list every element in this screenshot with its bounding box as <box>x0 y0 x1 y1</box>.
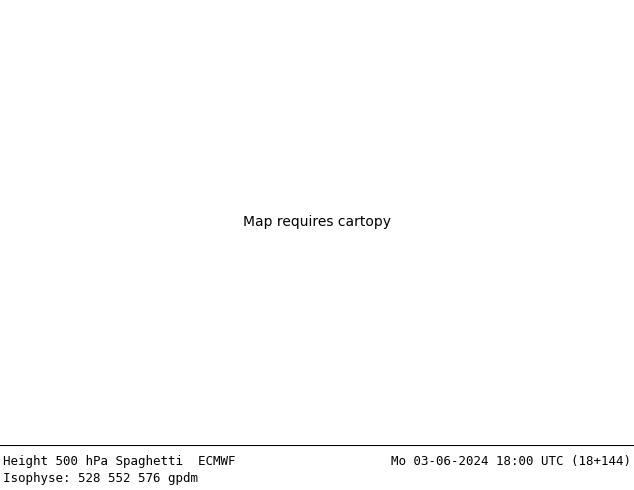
Text: Mo 03-06-2024 18:00 UTC (18+144): Mo 03-06-2024 18:00 UTC (18+144) <box>391 455 631 468</box>
Text: Map requires cartopy: Map requires cartopy <box>243 216 391 229</box>
Text: Isophyse: 528 552 576 gpdm: Isophyse: 528 552 576 gpdm <box>3 471 198 485</box>
Text: Height 500 hPa Spaghetti  ECMWF: Height 500 hPa Spaghetti ECMWF <box>3 455 236 468</box>
